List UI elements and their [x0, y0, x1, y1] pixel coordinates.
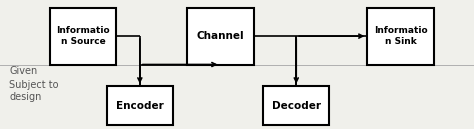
Bar	[263, 86, 329, 125]
Text: Informatio
n Source: Informatio n Source	[56, 26, 110, 46]
Bar	[107, 86, 173, 125]
Text: Encoder: Encoder	[116, 101, 164, 111]
Bar	[50, 8, 116, 64]
Text: Given: Given	[9, 66, 38, 76]
Text: Subject to
design: Subject to design	[9, 80, 59, 102]
Bar	[187, 8, 254, 64]
Text: Channel: Channel	[197, 31, 244, 41]
Bar	[367, 8, 434, 64]
Text: Informatio
n Sink: Informatio n Sink	[374, 26, 428, 46]
Text: Decoder: Decoder	[272, 101, 321, 111]
